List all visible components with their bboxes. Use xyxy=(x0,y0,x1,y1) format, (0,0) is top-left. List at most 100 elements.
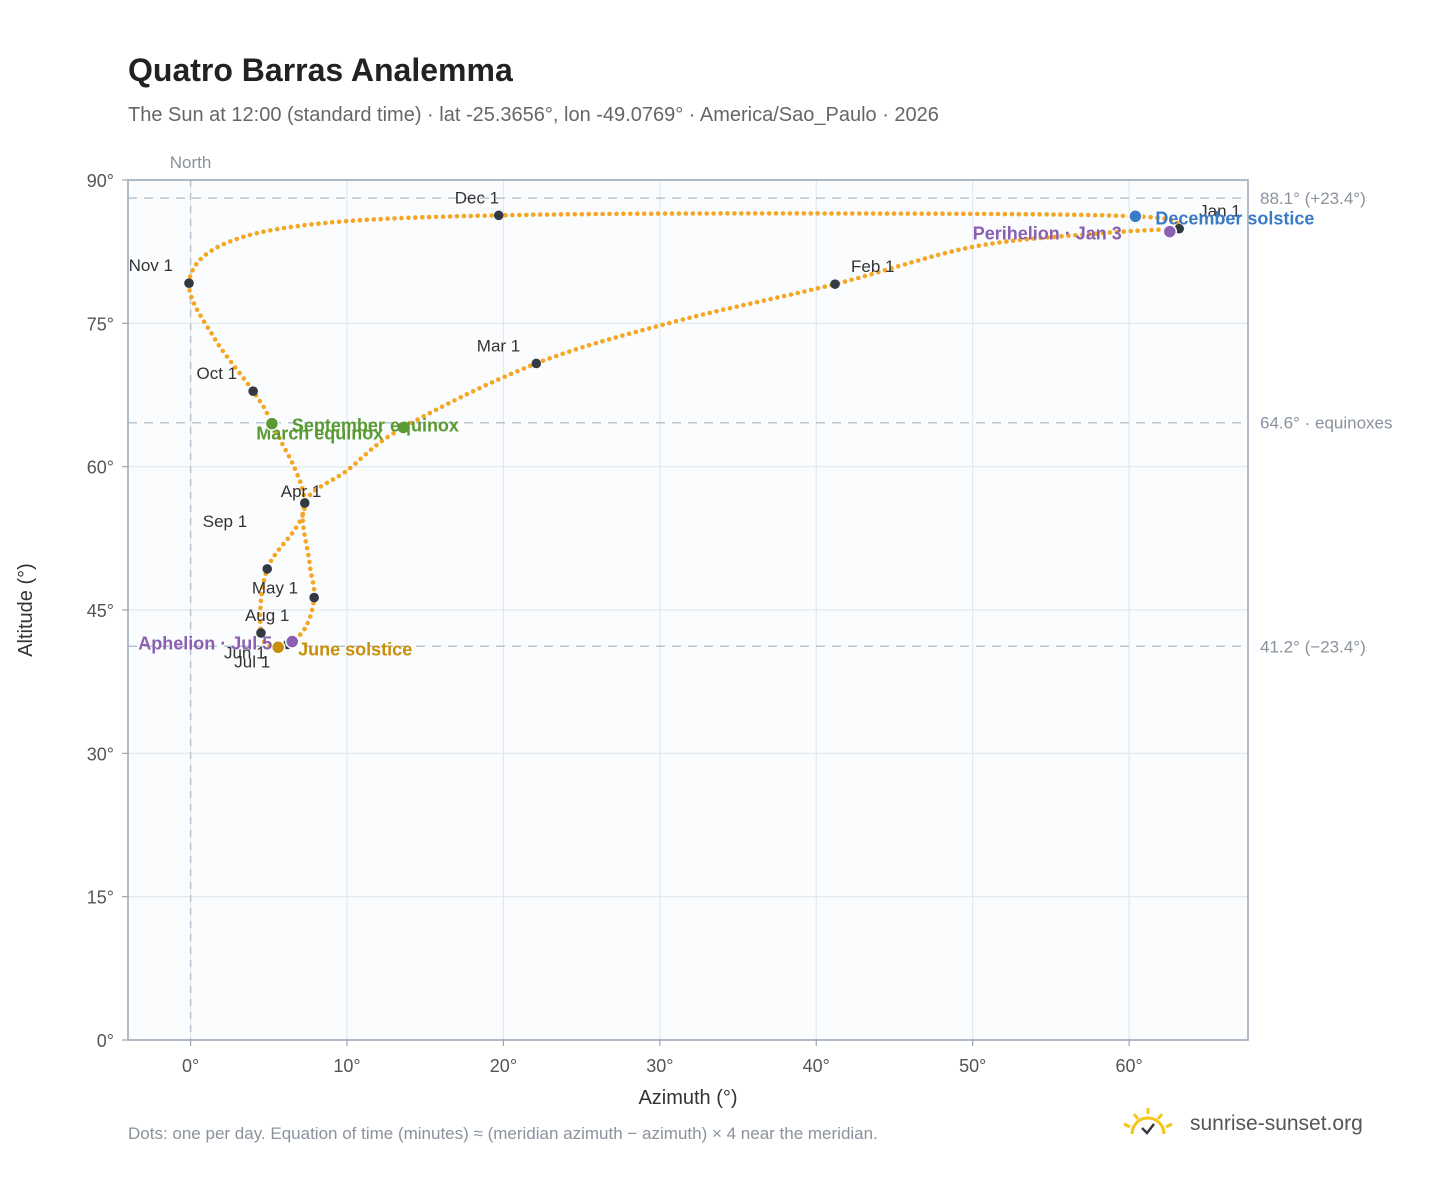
daily-dot xyxy=(693,313,699,319)
daily-dot xyxy=(1017,237,1023,243)
daily-dot xyxy=(364,217,370,223)
daily-dot xyxy=(540,358,546,364)
month-marker-label: Feb 1 xyxy=(851,257,894,276)
daily-dot xyxy=(258,598,264,604)
daily-dot xyxy=(633,329,639,335)
daily-dot xyxy=(268,228,273,233)
daily-dot xyxy=(378,216,384,222)
month-marker-dot xyxy=(830,279,840,289)
daily-dot xyxy=(198,313,203,319)
daily-dot xyxy=(1100,230,1106,236)
daily-dot xyxy=(558,212,564,217)
month-marker-dot xyxy=(248,386,258,396)
daily-dot xyxy=(1093,231,1099,236)
daily-dot xyxy=(707,310,712,316)
y-tick-label: 90° xyxy=(87,171,114,191)
daily-dot xyxy=(781,293,787,299)
month-marker-label: Jun 1 xyxy=(224,643,266,662)
month-marker-label: Nov 1 xyxy=(129,256,173,275)
daily-dot xyxy=(843,211,848,216)
event-marker-dot xyxy=(284,634,300,649)
daily-dot xyxy=(343,218,349,224)
daily-dot xyxy=(406,215,411,221)
month-marker-label: Aug 1 xyxy=(245,606,289,625)
page-title: Quatro Barras Analemma xyxy=(128,52,513,88)
brand-logo[interactable]: sunrise-sunset.org xyxy=(1120,1104,1400,1148)
daily-dot xyxy=(1016,211,1022,217)
daily-dot xyxy=(477,386,482,391)
event-marker-label: Aphelion · Jul 5 xyxy=(138,634,272,654)
daily-dot xyxy=(1037,212,1042,217)
daily-dot xyxy=(261,578,267,583)
daily-dot xyxy=(739,211,744,216)
daily-dot xyxy=(454,214,460,219)
daily-dot xyxy=(929,254,934,259)
daily-dot xyxy=(1004,239,1009,244)
daily-dot xyxy=(330,477,336,482)
daily-dot xyxy=(306,552,311,558)
daily-dot xyxy=(201,319,207,325)
daily-dot xyxy=(483,383,489,388)
daily-dot xyxy=(293,525,299,530)
x-tick-label: 0° xyxy=(182,1056,199,1076)
daily-dot xyxy=(489,380,495,385)
daily-dot xyxy=(475,213,481,219)
month-marker-label: May 1 xyxy=(252,579,298,598)
daily-dot xyxy=(261,639,267,645)
daily-dot xyxy=(440,214,446,219)
daily-dot xyxy=(870,211,876,216)
x-tick-label: 50° xyxy=(959,1056,986,1076)
daily-dot xyxy=(1128,228,1133,234)
daily-dot xyxy=(336,473,342,479)
daily-dot xyxy=(350,218,356,223)
daily-dot xyxy=(220,348,226,354)
daily-dot xyxy=(613,335,619,340)
daily-dot xyxy=(421,414,427,419)
daily-dot xyxy=(748,301,753,306)
daily-dot xyxy=(1072,212,1077,218)
daily-dot xyxy=(261,404,267,410)
daily-dot xyxy=(357,217,363,223)
daily-dot xyxy=(276,435,282,441)
daily-dot xyxy=(822,211,827,216)
daily-dot xyxy=(297,632,303,637)
daily-dot xyxy=(621,211,626,217)
y-axis-ticks: 0° 15° 30° 45° 60° 75° 90° xyxy=(87,171,128,1051)
daily-dot xyxy=(635,211,640,216)
daily-dot xyxy=(889,266,894,271)
daily-dot xyxy=(1009,211,1015,217)
daily-dot xyxy=(264,410,270,416)
daily-dot xyxy=(593,341,599,346)
daily-dot xyxy=(1156,227,1161,232)
daily-dot xyxy=(203,252,209,257)
daily-dot xyxy=(1155,215,1160,221)
daily-dot xyxy=(292,466,298,472)
daily-dot xyxy=(1065,212,1070,217)
daily-dot xyxy=(187,288,192,293)
daily-dot xyxy=(795,290,800,296)
daily-dot xyxy=(863,211,869,216)
daily-dot xyxy=(968,211,973,217)
daily-dot xyxy=(1162,216,1167,221)
daily-dot xyxy=(234,236,240,242)
daily-dot xyxy=(358,456,363,462)
daily-dot xyxy=(310,580,316,585)
daily-dot xyxy=(808,287,814,293)
daily-dot xyxy=(718,211,723,216)
daily-dot xyxy=(1148,214,1153,220)
daily-dot xyxy=(829,211,834,216)
daily-dot xyxy=(309,573,314,578)
daily-dot xyxy=(300,486,305,491)
daily-dot xyxy=(198,256,203,262)
daily-dot xyxy=(775,295,780,300)
daily-dot xyxy=(273,429,279,435)
month-marker-dot xyxy=(256,628,266,638)
daily-dot xyxy=(988,211,994,217)
daily-dot xyxy=(426,214,432,220)
daily-dot xyxy=(607,211,612,217)
footnote: Dots: one per day. Equation of time (min… xyxy=(128,1124,878,1143)
daily-dot xyxy=(626,331,632,337)
page-subtitle: The Sun at 12:00 (standard time) · lat -… xyxy=(128,104,939,126)
daily-dot xyxy=(1085,212,1091,218)
